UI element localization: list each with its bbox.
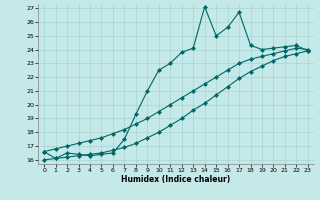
X-axis label: Humidex (Indice chaleur): Humidex (Indice chaleur) [121,175,231,184]
